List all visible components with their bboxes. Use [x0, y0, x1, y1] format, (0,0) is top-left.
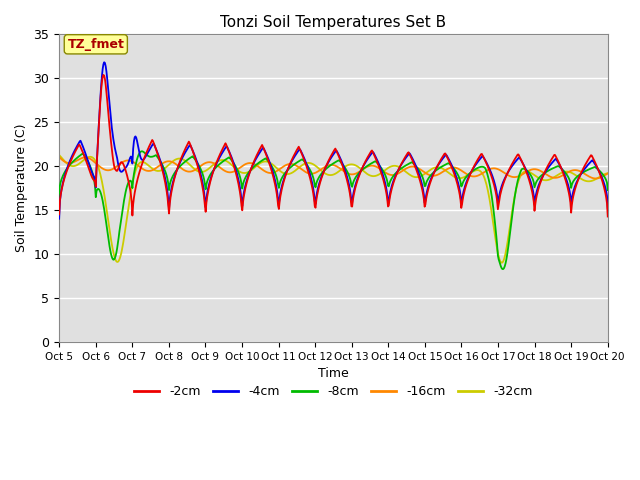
- Y-axis label: Soil Temperature (C): Soil Temperature (C): [15, 124, 28, 252]
- X-axis label: Time: Time: [318, 367, 349, 380]
- Text: TZ_fmet: TZ_fmet: [67, 38, 124, 51]
- Legend: -2cm, -4cm, -8cm, -16cm, -32cm: -2cm, -4cm, -8cm, -16cm, -32cm: [129, 381, 538, 404]
- Title: Tonzi Soil Temperatures Set B: Tonzi Soil Temperatures Set B: [220, 15, 447, 30]
